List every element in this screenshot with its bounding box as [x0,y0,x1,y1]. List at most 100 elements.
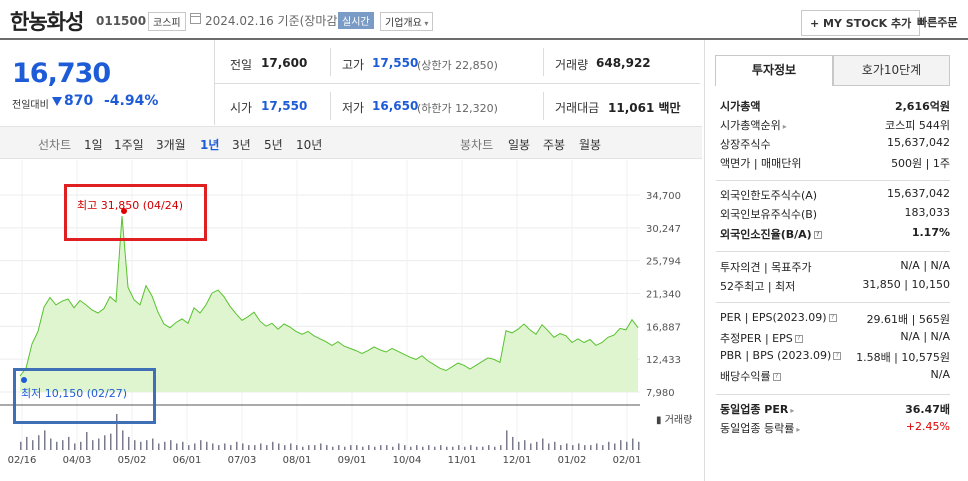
volume-bar [446,446,448,450]
y-tick-label: 30,247 [646,224,681,235]
quote-date: 2024.02.16 기준(장마감) [205,14,343,28]
help-icon[interactable]: ? [828,314,837,322]
volume-bar [146,440,148,450]
calendar-icon [190,13,201,24]
volume-bar [506,430,508,450]
info-label: 투자의견 | 목표주가 [720,261,812,274]
volume-bar [428,445,430,450]
info-row: 투자의견 | 목표주가 N/A | N/A [720,259,950,275]
chevron-right-icon[interactable]: ▸ [790,406,795,415]
info-label: 동일업종 PER ▸ [720,403,795,416]
period-3y[interactable]: 3년 [232,138,251,152]
help-icon[interactable]: ? [813,231,822,239]
volume-bar [374,446,376,450]
volume-bar [302,446,304,450]
down-triangle-icon [52,97,62,106]
tab-order-book[interactable]: 호가10단계 [833,55,950,86]
volume-bar [494,446,496,450]
volume-label: 거래량 [555,58,589,72]
volume-bar [80,441,82,450]
info-value: 15,637,042 [887,187,950,200]
info-label: PER | EPS(2023.09)? [720,311,837,324]
volume-bar [476,446,478,450]
volume-bar [344,446,346,450]
volume-bar [152,438,154,450]
info-label: 시가총액 [720,100,761,113]
period-1d[interactable]: 1일 [84,138,103,152]
x-tick-label: 11/01 [448,455,477,466]
period-10y[interactable]: 10년 [296,138,323,152]
amount-value: 11,061 백만 [608,101,681,115]
help-icon[interactable]: ? [833,352,842,360]
volume-bar [278,443,280,450]
candle-weekly[interactable]: 주봉 [543,138,566,152]
volume-bar [524,440,526,450]
volume-bar [38,435,40,450]
x-tick-label: 04/03 [63,455,92,466]
info-label: 동일업종 등락률 ▸ [720,422,801,435]
volume-bar [320,443,322,450]
volume-bar [368,445,370,450]
volume-bar [548,443,550,450]
volume-bar [116,414,118,450]
period-1w[interactable]: 1주일 [114,138,144,152]
volume-bar [542,438,544,450]
info-label: PBR | BPS (2023.09)? [720,349,842,362]
candle-monthly[interactable]: 월봉 [579,138,602,152]
volume-bar [68,436,70,450]
price-chart: 34,700 30,247 25,794 21,340 16,887 12,433 7,98… [0,160,681,466]
volume-bar [590,445,592,450]
volume-bar [314,445,316,450]
low-label: 저가 [342,101,365,115]
info-value: 36.47배 [905,403,950,416]
divider [716,302,950,303]
info-value: 29.61배 | 565원 [866,313,950,326]
volume-bar [638,441,640,450]
realtime-badge[interactable]: 실시간 [338,12,374,29]
divider [716,180,950,181]
volume-bar [338,445,340,450]
period-1y[interactable]: 1년 [200,138,220,152]
info-label: 상장주식수 [720,138,771,151]
x-tick-label: 10/04 [393,455,422,466]
add-my-stock-button[interactable]: + MY STOCK 추가 [801,10,921,36]
info-value: 2,616억원 [894,100,950,113]
info-value: 31,850 | 10,150 [862,278,950,291]
lower-limit: (하한가 12,320) [417,102,498,115]
info-label: 외국인보유주식수(B) [720,208,818,221]
volume-bar [86,432,88,450]
volume-bar [362,446,364,450]
divider [716,394,950,395]
volume-bar [122,430,124,450]
period-5y[interactable]: 5년 [264,138,283,152]
x-tick-label: 12/01 [503,455,532,466]
help-icon[interactable]: ? [772,373,781,381]
chevron-right-icon[interactable]: ▸ [782,122,787,131]
quick-order-link[interactable]: 빠른주문 [917,16,958,29]
candle-chart-label: 봉차트 [460,138,494,152]
volume-bar [182,441,184,450]
volume-bar [530,443,532,450]
volume-bar [578,443,580,450]
low-value: 16,650 [372,99,419,113]
chevron-right-icon[interactable]: ▸ [796,425,801,434]
info-row: 외국인소진율(B/A)? 1.17% [720,226,950,242]
volume-bar [104,435,106,450]
info-value: 500원 | 1주 [891,157,950,170]
volume-bar [92,440,94,450]
x-tick-label: 02/01 [613,455,642,466]
volume-bar [230,445,232,450]
info-value: 1.17% [911,226,950,239]
volume-bar [32,440,34,450]
volume-bar [332,446,334,450]
tab-investment-info[interactable]: 투자정보 [715,55,833,86]
divider [716,251,950,252]
period-3m[interactable]: 3개월 [156,138,186,152]
change-value: 870 [64,93,94,109]
change-label: 전일대비 [12,100,49,111]
info-row: 액면가 | 매매단위 500원 | 1주 [720,155,950,171]
company-info-button[interactable]: 기업개요 ▾ [380,12,434,31]
candle-daily[interactable]: 일봉 [508,138,531,152]
help-icon[interactable]: ? [794,335,803,343]
volume-bar [452,446,454,450]
